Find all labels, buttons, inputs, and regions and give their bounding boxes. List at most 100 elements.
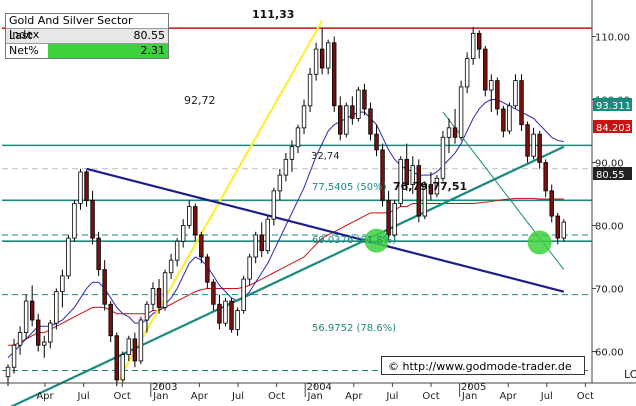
candle-body bbox=[464, 58, 470, 88]
candle-body bbox=[132, 338, 138, 362]
candle-body bbox=[283, 158, 289, 176]
candle-body bbox=[428, 184, 434, 195]
annotation-92-72: 92,72 bbox=[184, 94, 216, 107]
candle-body bbox=[380, 149, 385, 201]
candle-body bbox=[162, 272, 168, 308]
info-box: Gold And Silver Sector Index Last 80.55 … bbox=[5, 13, 169, 59]
x-tick-label: Jul bbox=[231, 391, 244, 402]
candle-body bbox=[543, 162, 548, 192]
y-tick-label: 60.00 bbox=[595, 348, 624, 359]
candle-body bbox=[199, 234, 204, 258]
candle-body bbox=[440, 136, 446, 179]
ma-blue-line bbox=[7, 99, 564, 359]
year-label: 2005 bbox=[461, 382, 486, 393]
x-tick-label: Oct bbox=[268, 391, 285, 402]
x-tick-label: Jan bbox=[152, 391, 168, 402]
candle-body bbox=[96, 237, 101, 271]
x-tick-label: Apr bbox=[500, 391, 518, 402]
candle-body bbox=[477, 32, 482, 50]
candle-body bbox=[17, 332, 23, 346]
trend-lines bbox=[10, 20, 565, 406]
info-title-row: Gold And Silver Sector Index bbox=[6, 14, 168, 41]
candle-body bbox=[555, 215, 560, 239]
candle-body bbox=[519, 80, 524, 126]
candle-body bbox=[295, 127, 301, 148]
candle-body bbox=[156, 288, 162, 308]
info-net-row: Net% 2.31 bbox=[6, 43, 168, 58]
x-tick-label: Apr bbox=[36, 391, 54, 402]
candle-body bbox=[483, 48, 488, 91]
trendline-yellow bbox=[115, 20, 324, 384]
candle-body bbox=[301, 105, 307, 129]
candle-body bbox=[5, 366, 11, 378]
candle-body bbox=[507, 105, 512, 132]
candle-body bbox=[325, 42, 331, 69]
candle-body bbox=[35, 319, 41, 346]
candle-body bbox=[549, 190, 554, 217]
candle-body bbox=[289, 146, 295, 160]
net-label: Net% bbox=[9, 44, 39, 57]
candle-body bbox=[446, 127, 452, 138]
candle-body bbox=[422, 184, 428, 217]
svg-text:93.311: 93.311 bbox=[596, 101, 631, 112]
candle-body bbox=[404, 158, 409, 185]
annotation-target: 76,79-77,51 bbox=[393, 180, 467, 193]
candle-body bbox=[144, 303, 150, 321]
index-title: Gold And Silver Sector Index bbox=[9, 14, 133, 41]
candle-body bbox=[126, 338, 132, 356]
x-tick-label: Oct bbox=[577, 391, 594, 402]
candle-body bbox=[537, 133, 542, 163]
candle-body bbox=[368, 108, 373, 135]
candle-body bbox=[187, 206, 192, 226]
candle-body bbox=[193, 206, 198, 236]
price-tag-93: 93.311 bbox=[593, 98, 632, 112]
x-tick-label: Jan bbox=[461, 391, 477, 402]
candle-body bbox=[168, 259, 174, 274]
candle-body bbox=[29, 300, 35, 321]
info-last-row: Last 80.55 bbox=[6, 28, 168, 43]
net-value: 2.31 bbox=[47, 44, 168, 58]
fib-78-6: 56.9752 (78.6%) bbox=[312, 323, 396, 334]
candle-body bbox=[42, 341, 47, 346]
copyright-notice[interactable]: © http://www.godmode-trader.de bbox=[381, 356, 585, 375]
price-tag-last: 80.55 bbox=[593, 167, 632, 181]
x-tick-label: Oct bbox=[114, 391, 131, 402]
candle-body bbox=[398, 158, 403, 204]
candle-body bbox=[470, 32, 476, 59]
candle-body bbox=[180, 225, 186, 242]
candle-body bbox=[90, 199, 95, 239]
candle-body bbox=[138, 319, 144, 362]
candle-body bbox=[259, 234, 264, 252]
x-tick-label: Oct bbox=[422, 391, 439, 402]
candle-body bbox=[501, 108, 506, 132]
candle-body bbox=[72, 203, 77, 239]
y-tick-label: 70.00 bbox=[595, 285, 624, 296]
candle-body bbox=[108, 303, 113, 337]
candle-body bbox=[223, 300, 228, 324]
candle-body bbox=[271, 190, 277, 220]
candle-body bbox=[150, 288, 156, 305]
candle-body bbox=[78, 171, 83, 204]
highlight-circles bbox=[364, 228, 552, 255]
candle-body bbox=[374, 133, 379, 151]
candle-body bbox=[114, 335, 119, 381]
trendline-navy bbox=[86, 167, 565, 293]
candle-body bbox=[23, 300, 29, 334]
candle-body bbox=[217, 303, 222, 324]
candle-body bbox=[11, 344, 17, 368]
x-tick-label: Jul bbox=[77, 391, 90, 402]
x-tick-label: Apr bbox=[345, 391, 363, 402]
x-tick-label: Jul bbox=[540, 391, 553, 402]
candle-body bbox=[277, 174, 283, 192]
trendline-teal-up bbox=[10, 145, 565, 406]
candle-body bbox=[344, 105, 349, 135]
candle-body bbox=[120, 354, 125, 381]
candle-body bbox=[362, 89, 367, 110]
candle-body bbox=[531, 133, 536, 157]
annotation-high: 111,33 bbox=[252, 8, 294, 21]
candle-body bbox=[356, 89, 361, 119]
y-tick-label: 80.00 bbox=[595, 222, 624, 233]
x-tick-label: Jul bbox=[385, 391, 398, 402]
candle-body bbox=[211, 281, 216, 305]
